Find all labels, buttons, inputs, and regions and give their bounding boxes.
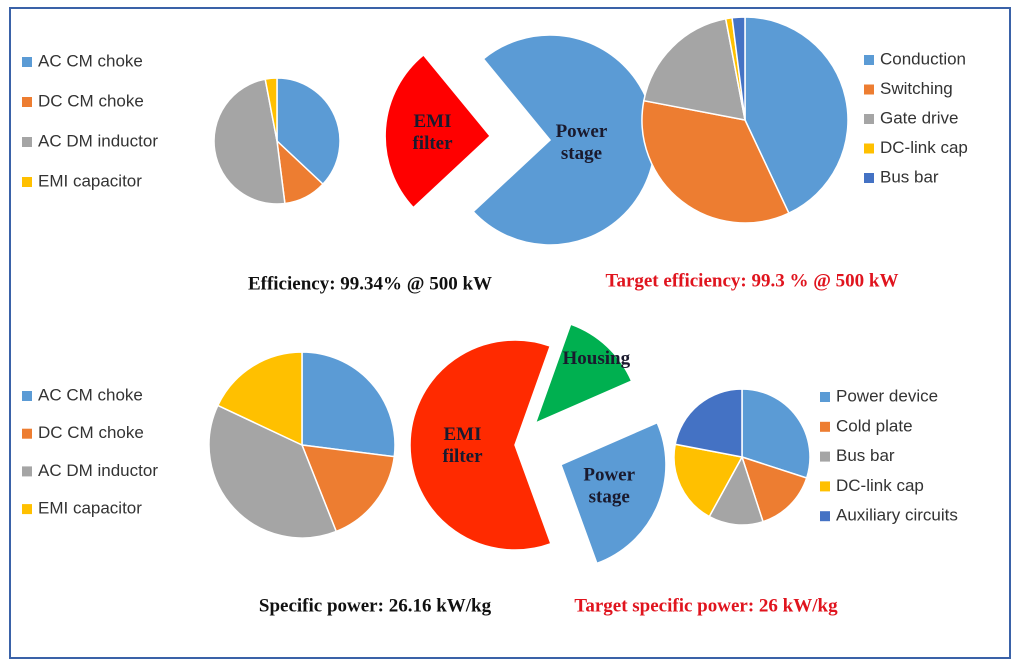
legend-swatch <box>820 392 830 402</box>
pie-slice <box>741 388 811 479</box>
legend-label: AC CM choke <box>38 51 143 70</box>
pie-slice <box>213 78 286 205</box>
slice-label: Housing <box>563 348 631 369</box>
legend-swatch <box>22 177 32 187</box>
legend-label: AC DM inductor <box>38 461 158 480</box>
legend-label: Switching <box>880 79 953 98</box>
legend-swatch <box>22 137 32 147</box>
slice-label: EMI filter <box>412 111 453 154</box>
legend-swatch <box>864 173 874 183</box>
pie-slice <box>560 421 667 565</box>
legend-swatch <box>22 504 32 515</box>
legend-label: EMI capacitor <box>38 499 142 518</box>
legend-label: DC-link cap <box>880 138 968 157</box>
slice-label: EMI filter <box>442 424 483 467</box>
legend-swatch <box>864 143 874 154</box>
pie-slice <box>300 444 396 533</box>
legend-label: AC CM choke <box>38 385 143 404</box>
legend-label: Auxiliary circuits <box>836 506 958 525</box>
legend-label: AC DM inductor <box>38 131 158 150</box>
slice-label: Power stage <box>583 464 635 507</box>
legend-label: Power device <box>836 386 938 405</box>
slice-label: Power stage <box>556 121 608 164</box>
legend-swatch <box>864 114 874 124</box>
legend-swatch <box>864 84 874 95</box>
frame <box>9 7 1011 659</box>
legend-swatch <box>864 55 874 65</box>
legend-label: Conduction <box>880 49 966 68</box>
pie-slice <box>641 99 790 224</box>
legend-label: Bus bar <box>880 167 939 186</box>
legend-label: DC CM choke <box>38 91 144 110</box>
legend-label: Cold plate <box>836 416 913 435</box>
legend-swatch <box>22 428 32 439</box>
legend-swatch <box>22 391 32 401</box>
caption: Target specific power: 26 kW/kg <box>574 595 838 616</box>
pie-slice <box>674 388 743 458</box>
pie-slice <box>276 77 341 186</box>
legend-swatch <box>820 511 830 522</box>
pie-slice <box>708 455 764 526</box>
legend-label: EMI capacitor <box>38 171 142 190</box>
legend-swatch <box>820 481 830 492</box>
legend-label: DC CM choke <box>38 423 144 442</box>
legend-swatch <box>22 57 32 67</box>
pie-slice <box>673 443 744 518</box>
pie-slice <box>642 17 746 121</box>
legend-swatch <box>820 451 830 462</box>
caption: Efficiency: 99.34% @ 500 kW <box>248 273 492 294</box>
pie-slice <box>208 404 338 539</box>
pie-slice <box>534 323 633 425</box>
legend-label: Bus bar <box>836 446 895 465</box>
legend-label: Gate drive <box>880 108 958 127</box>
legend-swatch <box>22 97 32 107</box>
caption: Target efficiency: 99.3 % @ 500 kW <box>606 270 899 291</box>
legend-swatch <box>22 466 32 477</box>
legend-swatch <box>820 421 830 432</box>
pie-slice <box>731 16 746 121</box>
pie-slice <box>301 351 396 458</box>
pie-slice <box>409 339 552 551</box>
pie-slice <box>264 77 278 142</box>
pie-slice <box>216 351 303 447</box>
caption: Specific power: 26.16 kW/kg <box>259 595 492 616</box>
legend-label: DC-link cap <box>836 476 924 495</box>
pie-slice <box>384 53 492 209</box>
pie-slice <box>744 16 849 215</box>
